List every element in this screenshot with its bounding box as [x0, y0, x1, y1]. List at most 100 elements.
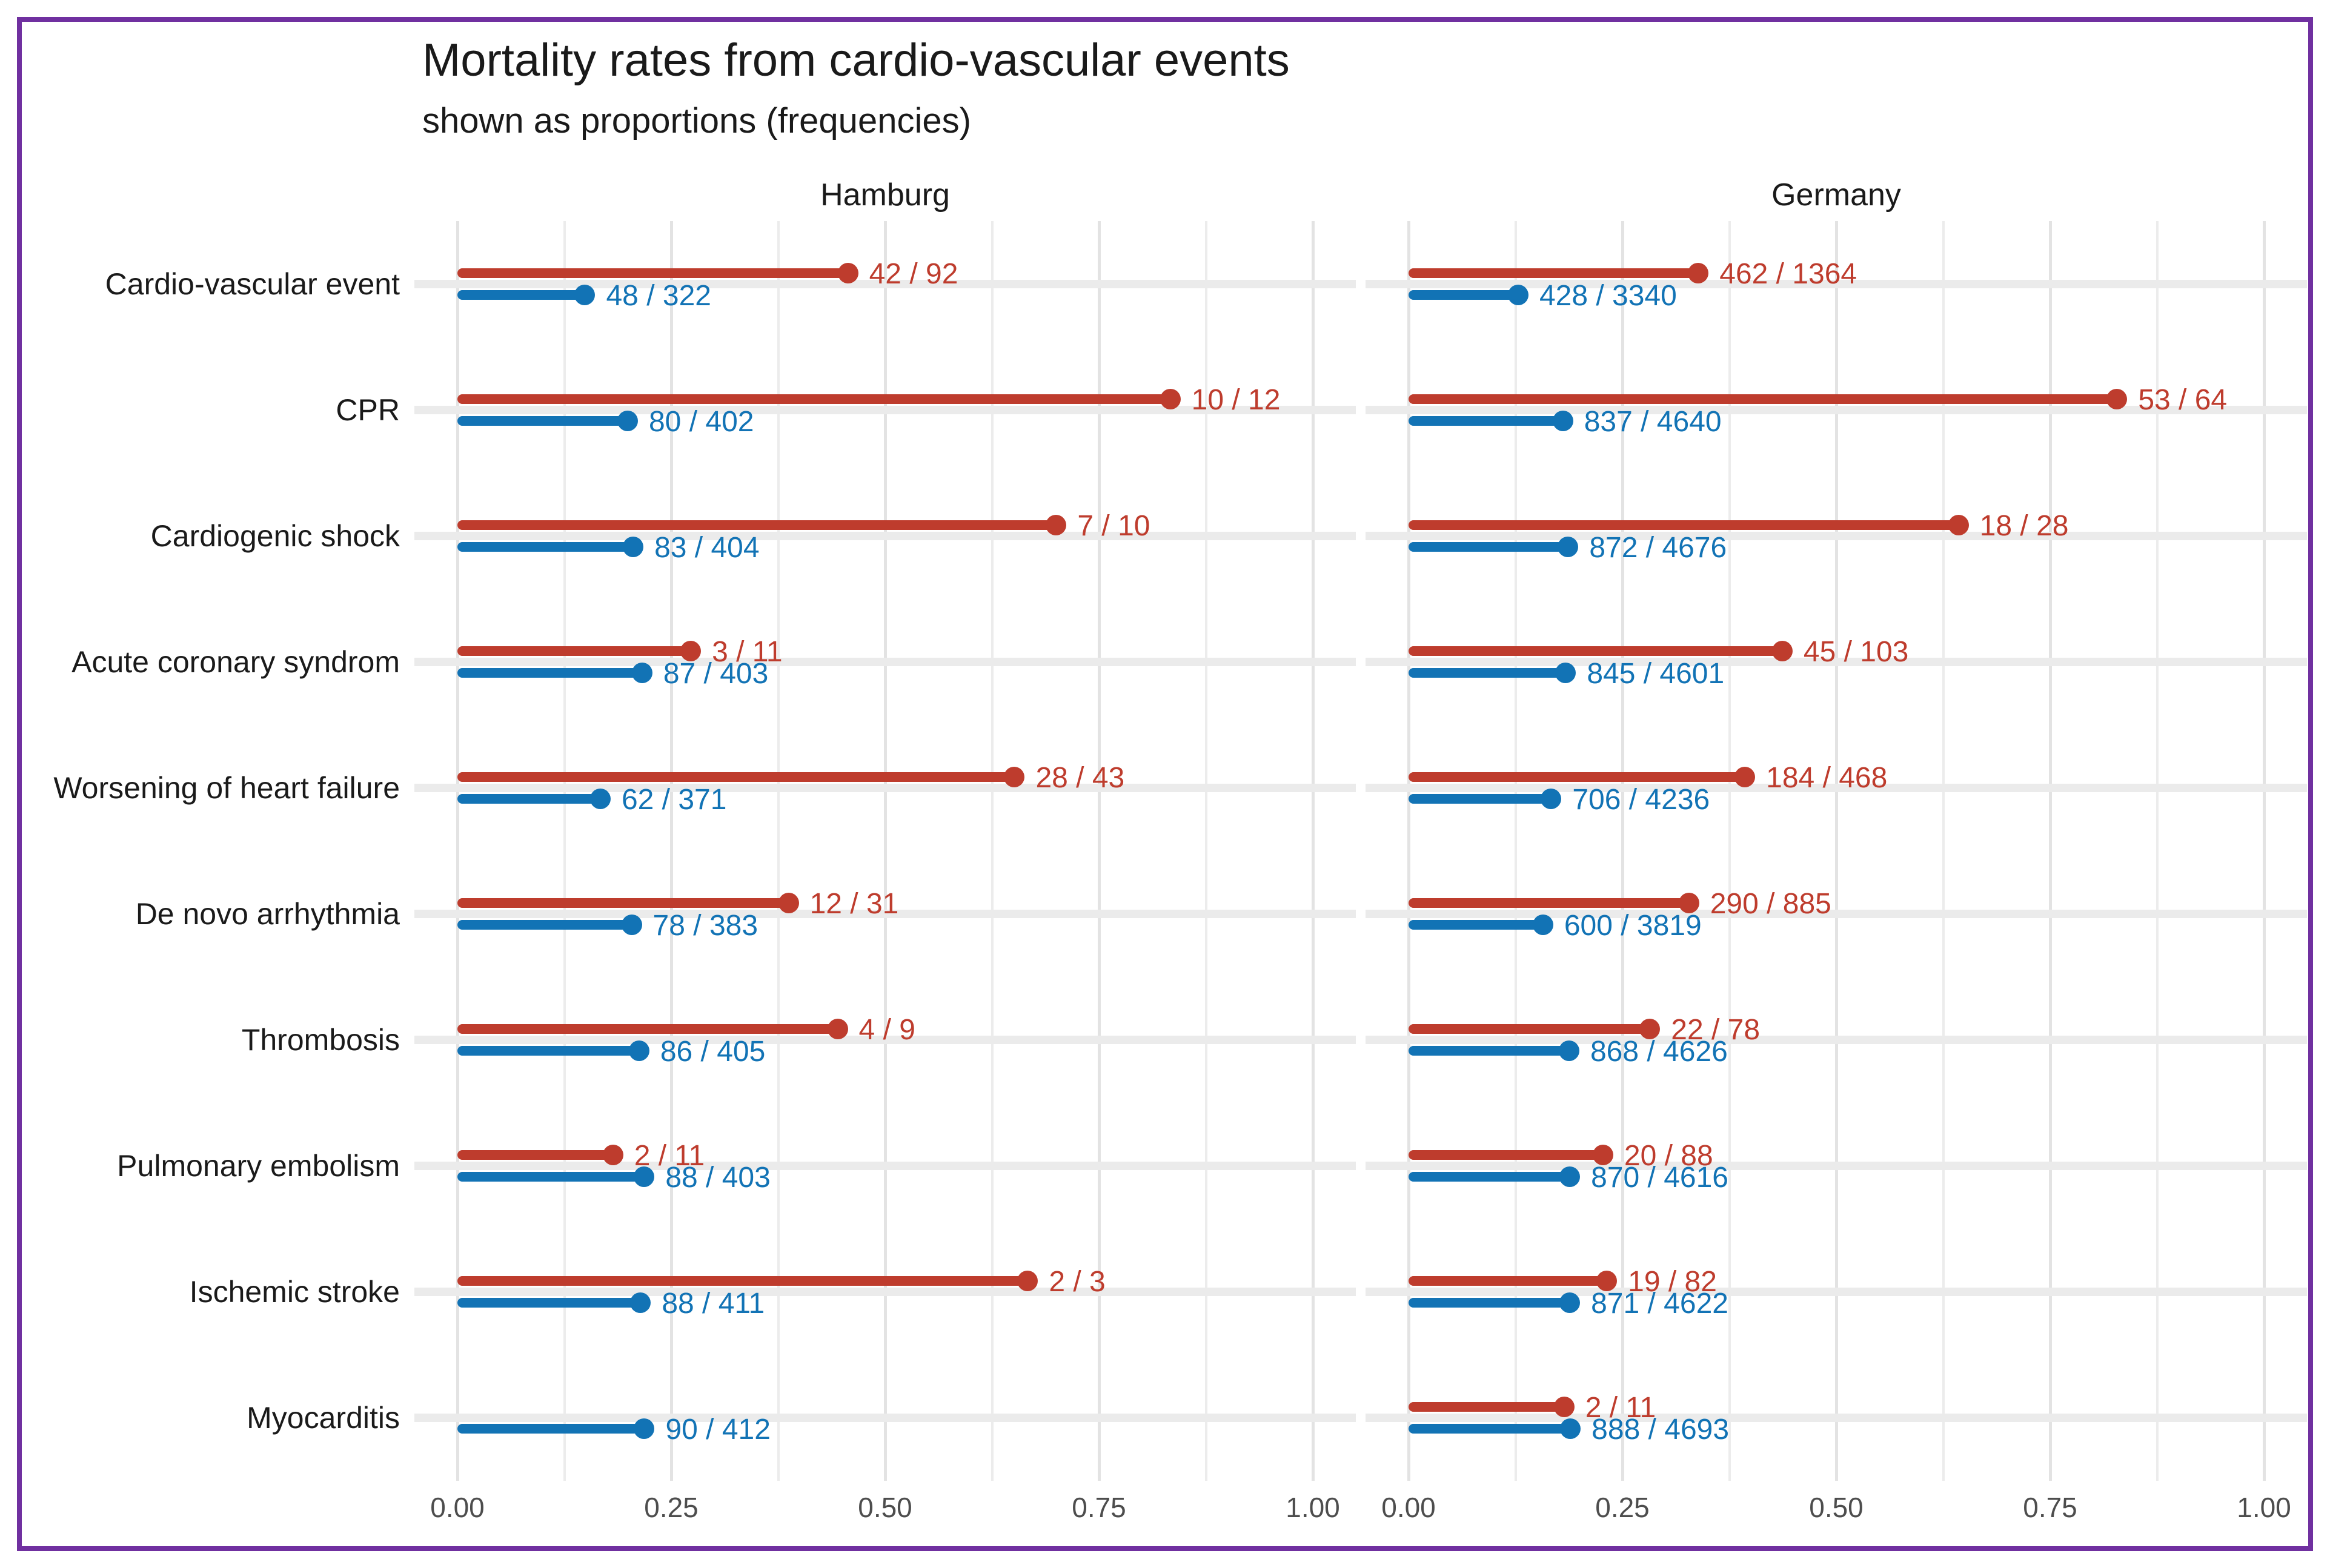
value-label-blue: 48 / 322 [606, 280, 711, 312]
value-label-blue: 888 / 4693 [1592, 1414, 1730, 1446]
lollipop-stem-red [457, 646, 691, 656]
row-band [1366, 406, 2307, 414]
data-point-dot-blue [621, 915, 642, 935]
lollipop-stem-red [1409, 1150, 1603, 1160]
gridline-minor [563, 221, 566, 1481]
data-point-dot-blue [631, 663, 652, 683]
value-label-red: 20 / 88 [1624, 1140, 1713, 1172]
x-tick-label: 0.50 [858, 1492, 912, 1523]
data-point-dot-red [602, 1145, 623, 1165]
row-band [414, 1288, 1356, 1296]
gridline-major [1311, 221, 1315, 1481]
lollipop-stem-blue [1409, 542, 1568, 552]
category-label: Worsening of heart failure [53, 771, 400, 805]
value-label-blue: 837 / 4640 [1584, 406, 1722, 438]
lollipop-stem-blue [1409, 1172, 1570, 1182]
lollipop-stem-red [457, 898, 789, 908]
value-label-red: 42 / 92 [869, 258, 958, 290]
row-band [414, 910, 1356, 918]
value-label-blue: 600 / 3819 [1564, 910, 1702, 942]
row-band [414, 658, 1356, 666]
gridline-minor [2156, 221, 2159, 1481]
lollipop-stem-blue [1409, 1046, 1569, 1056]
data-point-dot-blue [589, 789, 611, 809]
value-label-red: 184 / 468 [1766, 762, 1888, 794]
value-label-red: 53 / 64 [2138, 384, 2228, 416]
value-label-blue: 87 / 403 [663, 658, 769, 690]
lollipop-stem-blue [1409, 1424, 1571, 1434]
value-label-red: 462 / 1364 [1719, 258, 1857, 290]
row-band [1366, 910, 2307, 918]
row-band [1366, 280, 2307, 288]
lollipop-stem-blue [1409, 1298, 1570, 1308]
category-label: Thrombosis [241, 1023, 400, 1057]
gridline-minor [991, 221, 994, 1481]
value-label-blue: 428 / 3340 [1539, 280, 1677, 312]
lollipop-stem-blue [457, 416, 628, 426]
data-point-dot-red [1771, 641, 1793, 661]
row-band [414, 1162, 1356, 1170]
x-tick-label: 0.00 [430, 1492, 485, 1523]
lollipop-stem-red [1409, 646, 1782, 656]
data-point-dot-red [1004, 767, 1025, 787]
data-point-dot-red [827, 1019, 848, 1039]
lollipop-stem-blue [1409, 290, 1518, 300]
data-point-dot-blue [1560, 1418, 1581, 1439]
value-label-blue: 88 / 403 [665, 1162, 771, 1194]
row-band [414, 1414, 1356, 1422]
value-label-red: 2 / 3 [1049, 1266, 1106, 1298]
row-band [1366, 658, 2307, 666]
gridline-major [669, 221, 673, 1481]
lollipop-stem-red [457, 1276, 1028, 1286]
value-label-blue: 871 / 4622 [1591, 1288, 1728, 1320]
row-band [1366, 1288, 2307, 1296]
value-label-red: 4 / 9 [858, 1014, 915, 1046]
row-band [414, 784, 1356, 792]
lollipop-stem-red [1409, 1276, 1607, 1286]
data-point-dot-red [1596, 1271, 1618, 1291]
row-band [1366, 532, 2307, 540]
gridline-major [1621, 221, 1624, 1481]
data-point-dot-blue [628, 1040, 649, 1061]
lollipop-stem-blue [457, 1298, 641, 1308]
data-point-dot-red [1017, 1271, 1038, 1291]
lollipop-stem-red [1409, 772, 1745, 782]
facet-title-germany: Germany [1771, 177, 1901, 213]
lollipop-stem-red [1409, 1024, 1650, 1034]
lollipop-stem-red [1409, 898, 1689, 908]
gridline-major [456, 221, 459, 1481]
data-point-dot-blue [1552, 411, 1573, 431]
category-label: Cardio-vascular event [105, 267, 400, 301]
value-label-blue: 83 / 404 [654, 532, 760, 564]
lollipop-stem-red [1409, 268, 1699, 278]
lollipop-stem-red [1409, 394, 2117, 404]
value-label-blue: 86 / 405 [660, 1036, 766, 1068]
data-point-dot-blue [1559, 1292, 1581, 1313]
chart-subtitle: shown as proportions (frequencies) [422, 101, 971, 141]
category-label: Cardiogenic shock [150, 519, 400, 553]
value-label-blue: 868 / 4626 [1590, 1036, 1728, 1068]
value-label-red: 18 / 28 [1979, 510, 2069, 542]
lollipop-stem-blue [457, 1172, 645, 1182]
x-tick-label: 0.75 [2023, 1492, 2077, 1523]
lollipop-stem-blue [457, 920, 632, 930]
x-tick-label: 0.25 [1595, 1492, 1650, 1523]
data-point-dot-red [1678, 893, 1699, 913]
gridline-minor [1942, 221, 1945, 1481]
data-point-dot-blue [1559, 1166, 1581, 1187]
chart-title: Mortality rates from cardio-vascular eve… [422, 35, 1290, 86]
data-point-dot-red [837, 263, 858, 283]
value-label-blue: 80 / 402 [648, 406, 754, 438]
data-point-dot-red [1592, 1145, 1613, 1165]
lollipop-stem-blue [457, 668, 642, 678]
x-tick-label: 0.75 [1072, 1492, 1126, 1523]
x-tick-label: 0.50 [1809, 1492, 1864, 1523]
lollipop-stem-red [457, 394, 1170, 404]
category-label: Myocarditis [247, 1401, 400, 1435]
data-point-dot-blue [634, 1166, 655, 1187]
data-point-dot-blue [1558, 537, 1579, 557]
data-point-dot-red [1948, 515, 1969, 535]
value-label-red: 22 / 78 [1671, 1014, 1761, 1046]
gridline-major [1834, 221, 1838, 1481]
data-point-dot-red [1734, 767, 1756, 787]
